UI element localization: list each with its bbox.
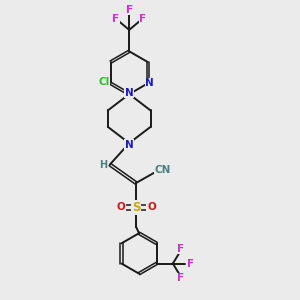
Text: N: N (146, 78, 154, 88)
Text: F: F (139, 14, 146, 24)
Text: F: F (177, 244, 184, 254)
Text: N: N (125, 140, 134, 150)
Text: O: O (147, 202, 156, 212)
Text: H: H (99, 160, 107, 170)
Text: Cl: Cl (98, 77, 110, 87)
Text: CN: CN (154, 165, 171, 175)
Text: F: F (177, 273, 184, 284)
Text: F: F (112, 14, 119, 24)
Text: S: S (132, 201, 140, 214)
Text: O: O (116, 202, 125, 212)
Text: N: N (125, 88, 134, 98)
Text: F: F (187, 259, 194, 269)
Text: F: F (126, 5, 133, 15)
